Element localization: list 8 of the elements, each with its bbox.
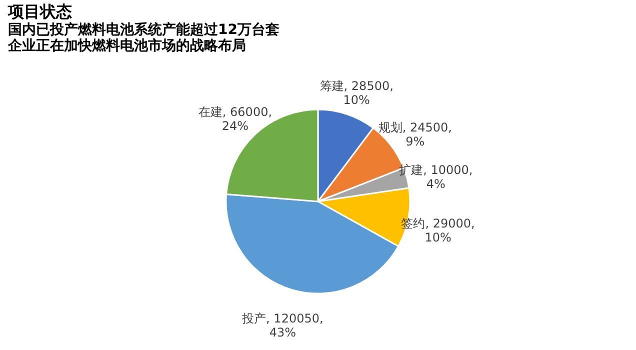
slice-label: 扩建, 10000, 4% — [399, 163, 473, 192]
text: 项目状态 — [7, 2, 72, 21]
slice-label: 投产, 120050, 43% — [241, 311, 324, 340]
text: 企业正在加快燃料电池市场的战略布局 — [7, 37, 246, 54]
slice-label: 筹建, 28500, 10% — [320, 78, 394, 107]
chart-subtitle: 国内已投产燃料电池系统产能超过12万台套 — [8, 21, 280, 38]
slice-label: 在建, 66000, 24% — [198, 104, 272, 133]
slice-label: 规划, 24500, 9% — [378, 120, 452, 149]
